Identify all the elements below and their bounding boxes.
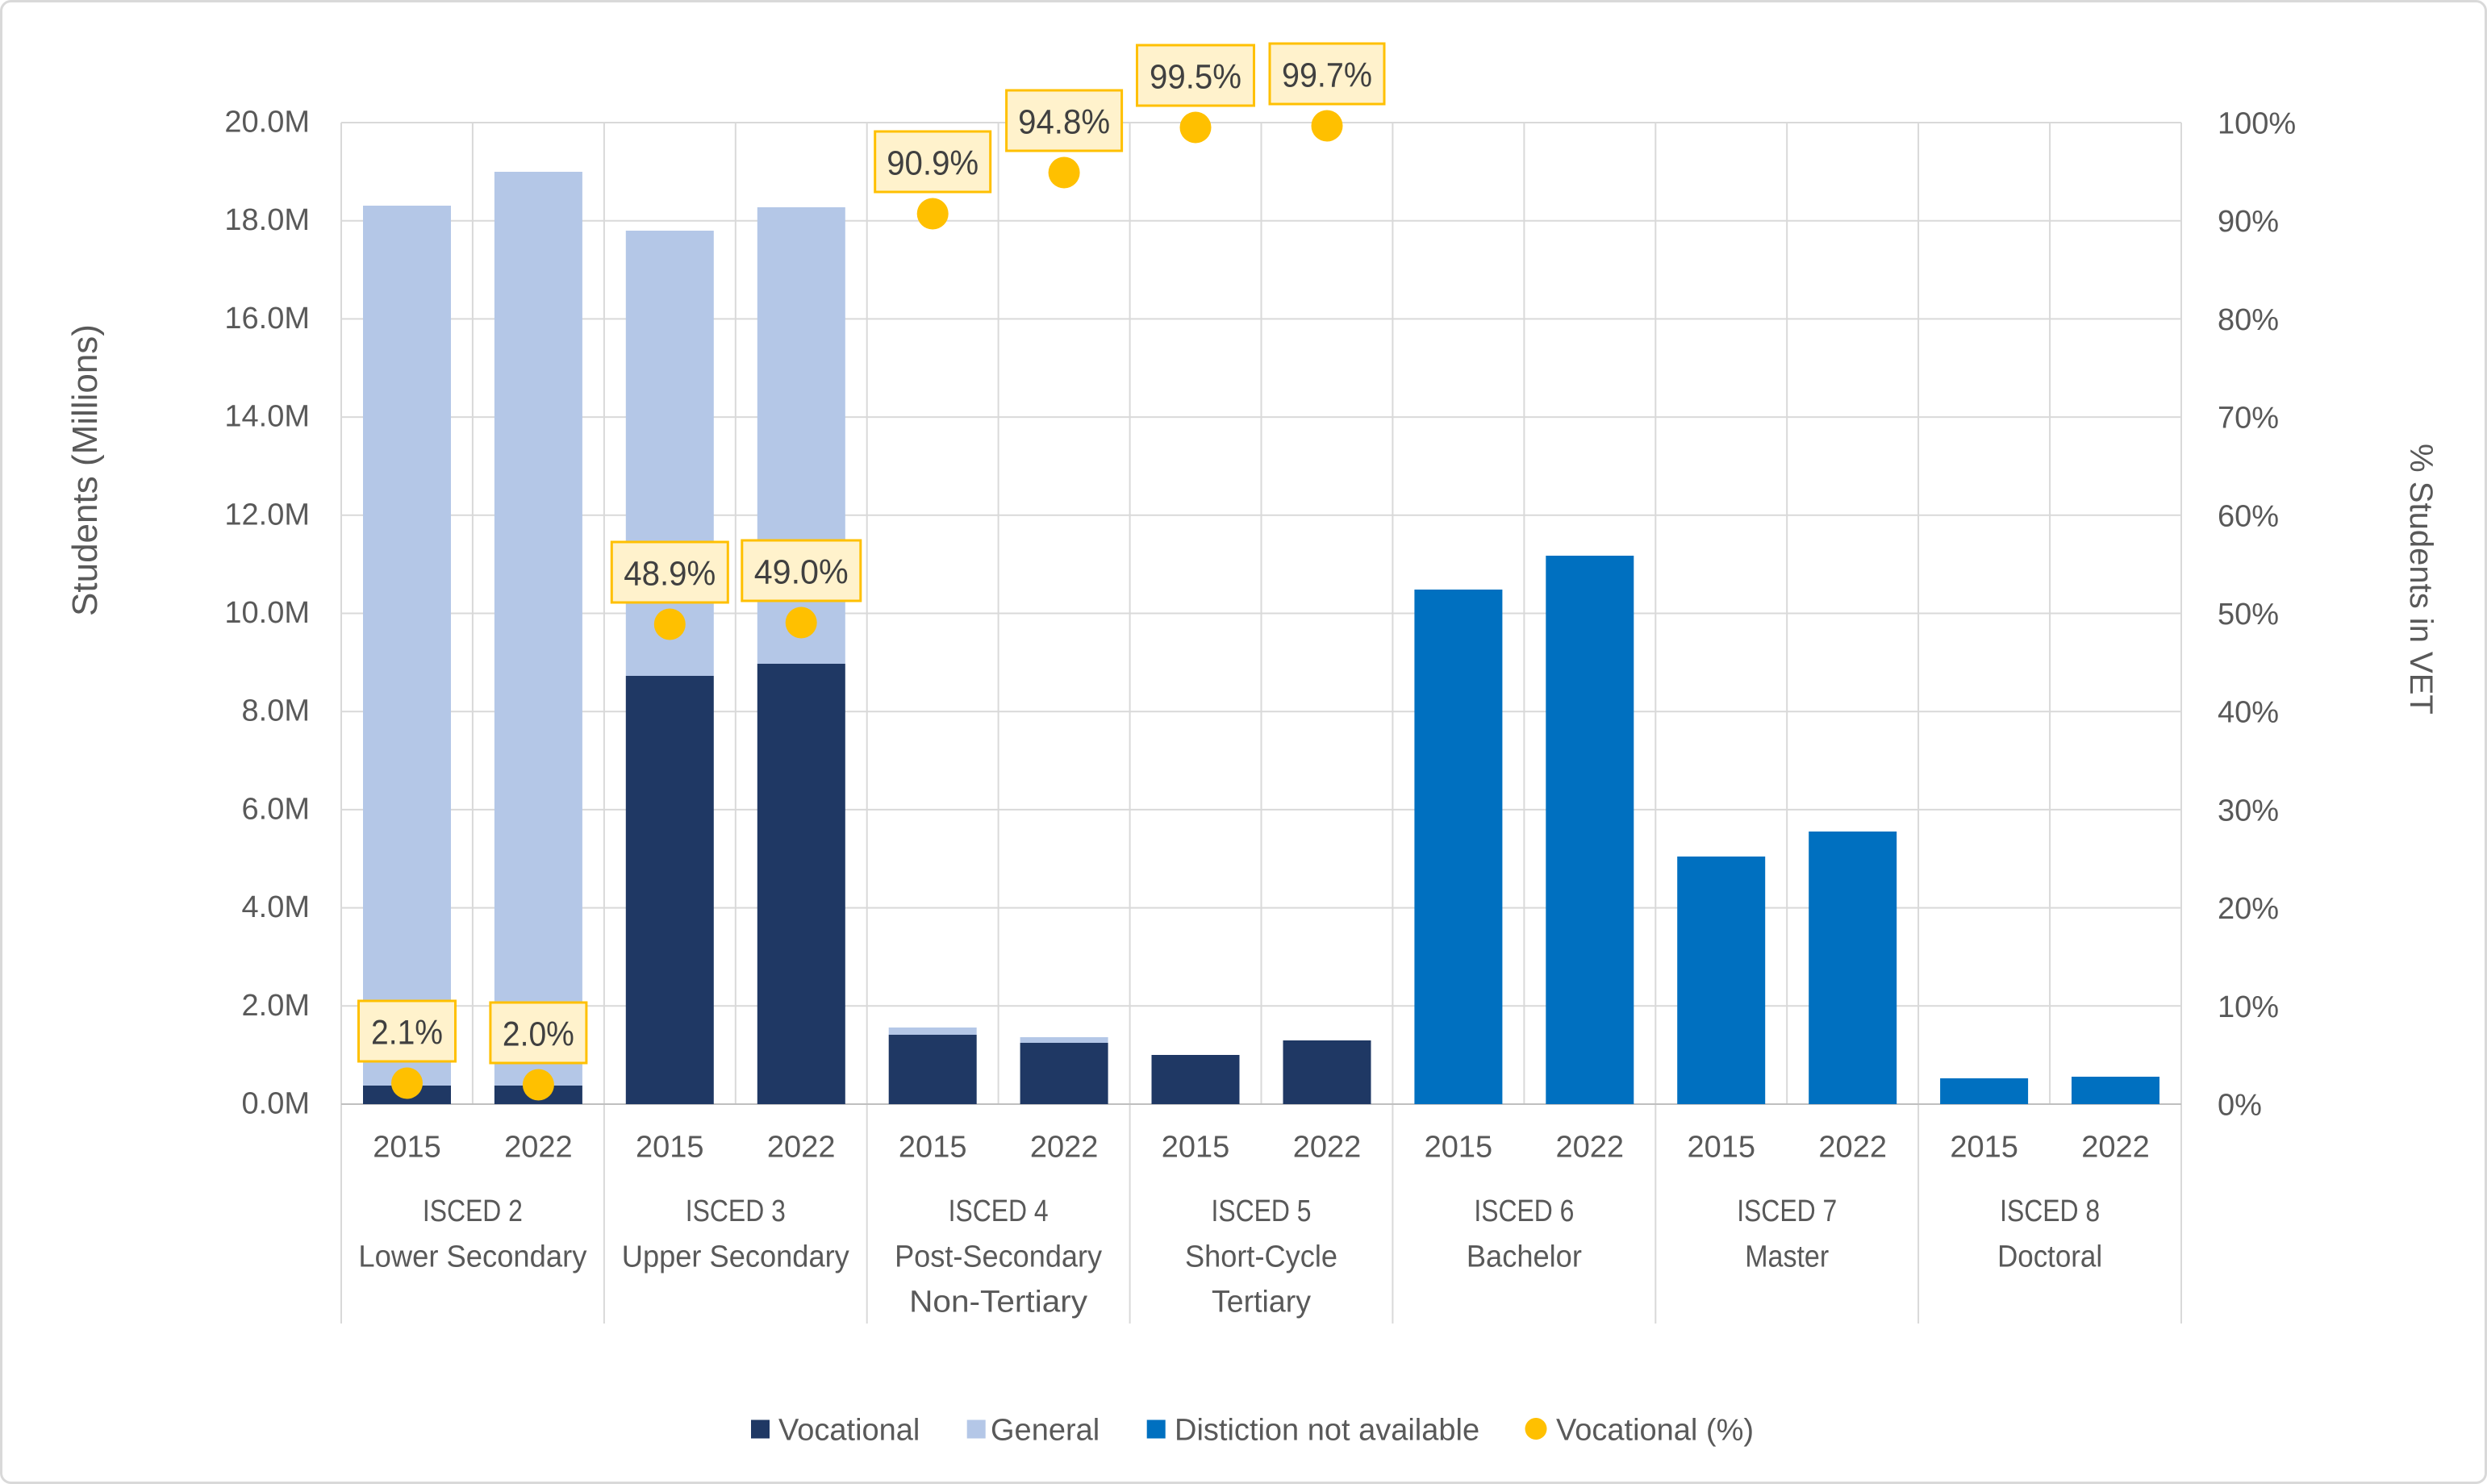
svg-text:ISCED 3: ISCED 3: [686, 1194, 786, 1228]
svg-text:70%: 70%: [2218, 402, 2279, 436]
svg-text:Vocational (%): Vocational (%): [1556, 1414, 1754, 1448]
svg-text:Lower Secondary: Lower Secondary: [358, 1240, 586, 1274]
svg-text:2.0M: 2.0M: [242, 989, 310, 1023]
svg-text:2015: 2015: [636, 1131, 704, 1165]
svg-text:90%: 90%: [2218, 205, 2279, 239]
svg-text:48.9%: 48.9%: [624, 555, 716, 594]
svg-text:General: General: [991, 1414, 1100, 1448]
svg-text:100%: 100%: [2218, 107, 2296, 141]
svg-text:50%: 50%: [2218, 598, 2279, 632]
svg-text:99.7%: 99.7%: [1282, 56, 1372, 95]
svg-text:Upper Secondary: Upper Secondary: [622, 1240, 849, 1274]
svg-text:2015: 2015: [373, 1131, 441, 1165]
svg-text:ISCED 5: ISCED 5: [1212, 1194, 1312, 1228]
svg-text:Master: Master: [1745, 1240, 1829, 1274]
svg-text:Non-Tertiary: Non-Tertiary: [909, 1285, 1087, 1319]
svg-text:12.0M: 12.0M: [224, 498, 310, 531]
svg-text:ISCED 4: ISCED 4: [949, 1194, 1049, 1228]
svg-text:Short-Cycle: Short-Cycle: [1185, 1240, 1337, 1274]
svg-text:Students (Millions): Students (Millions): [65, 324, 105, 616]
svg-text:99.5%: 99.5%: [1150, 58, 1241, 97]
svg-text:% Students in VET: % Students in VET: [2403, 444, 2439, 715]
svg-text:18.0M: 18.0M: [224, 203, 310, 237]
svg-text:80%: 80%: [2218, 303, 2279, 337]
svg-text:49.0%: 49.0%: [754, 553, 849, 592]
svg-text:Doctoral: Doctoral: [1997, 1240, 2102, 1274]
svg-text:ISCED 6: ISCED 6: [1474, 1194, 1574, 1228]
svg-text:40%: 40%: [2218, 696, 2279, 730]
svg-text:2015: 2015: [1950, 1131, 2018, 1165]
svg-text:30%: 30%: [2218, 794, 2279, 827]
svg-text:0.0M: 0.0M: [242, 1087, 310, 1121]
svg-text:10%: 10%: [2218, 990, 2279, 1024]
svg-text:20.0M: 20.0M: [224, 106, 310, 140]
svg-text:Post-Secondary: Post-Secondary: [895, 1240, 1102, 1274]
svg-text:2022: 2022: [1030, 1131, 1099, 1165]
svg-text:6.0M: 6.0M: [242, 792, 310, 826]
svg-text:4.0M: 4.0M: [242, 890, 310, 924]
svg-text:2015: 2015: [1162, 1131, 1230, 1165]
svg-text:2022: 2022: [1293, 1131, 1362, 1165]
svg-text:2022: 2022: [2081, 1131, 2150, 1165]
svg-text:2015: 2015: [899, 1131, 967, 1165]
svg-text:Distiction not available: Distiction not available: [1175, 1414, 1479, 1448]
svg-text:2.0%: 2.0%: [503, 1015, 574, 1054]
svg-text:2022: 2022: [1818, 1131, 1887, 1165]
svg-text:0%: 0%: [2218, 1089, 2262, 1123]
svg-text:ISCED 8: ISCED 8: [2000, 1194, 2100, 1228]
svg-text:2022: 2022: [1556, 1131, 1625, 1165]
svg-text:8.0M: 8.0M: [242, 694, 310, 728]
svg-text:Bachelor: Bachelor: [1467, 1240, 1582, 1274]
svg-text:2015: 2015: [1425, 1131, 1493, 1165]
svg-text:Tertiary: Tertiary: [1212, 1285, 1311, 1319]
svg-text:2.1%: 2.1%: [371, 1014, 443, 1053]
svg-text:90.9%: 90.9%: [887, 144, 979, 183]
svg-text:2022: 2022: [767, 1131, 836, 1165]
svg-text:94.8%: 94.8%: [1018, 103, 1110, 142]
svg-text:14.0M: 14.0M: [224, 400, 310, 434]
svg-text:ISCED 2: ISCED 2: [423, 1194, 523, 1228]
svg-text:2022: 2022: [504, 1131, 573, 1165]
svg-text:20%: 20%: [2218, 892, 2279, 926]
svg-text:Vocational: Vocational: [778, 1414, 920, 1448]
svg-text:ISCED 7: ISCED 7: [1737, 1194, 1837, 1228]
svg-text:60%: 60%: [2218, 499, 2279, 533]
svg-text:16.0M: 16.0M: [224, 302, 310, 336]
svg-text:2015: 2015: [1688, 1131, 1756, 1165]
svg-text:10.0M: 10.0M: [224, 596, 310, 630]
